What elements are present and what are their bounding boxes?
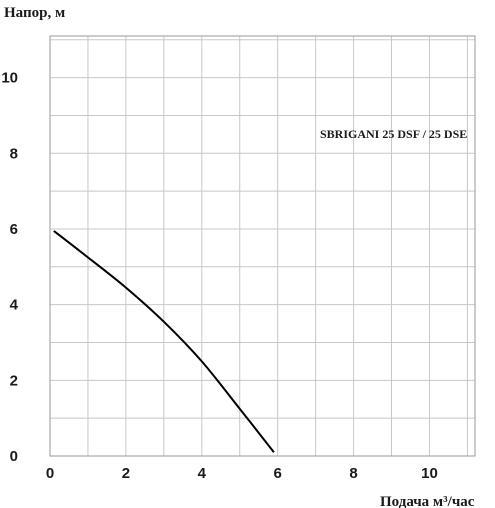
x-tick-label: 2	[122, 465, 130, 482]
x-tick-label: 6	[274, 465, 282, 482]
x-tick-label: 10	[421, 465, 438, 482]
x-tick-label: 0	[46, 465, 54, 482]
pump-model-annotation: SBRIGANI 25 DSF / 25 DSE	[320, 127, 467, 141]
y-tick-label: 4	[10, 297, 19, 314]
tick-layer: 0 2 4 6 8 10 0 2 4 6 8 10	[1, 70, 437, 482]
x-axis-label: Подача м³/час	[380, 494, 475, 508]
y-tick-label: 2	[10, 372, 18, 389]
y-tick-label: 10	[1, 70, 18, 87]
pump-curve-line	[53, 230, 275, 453]
x-tick-label: 4	[198, 465, 207, 482]
y-tick-label: 0	[10, 448, 18, 465]
curve-layer	[53, 230, 275, 453]
y-tick-label: 6	[10, 221, 18, 238]
x-tick-label: 8	[349, 465, 357, 482]
plot-frame	[49, 35, 476, 457]
grid-layer	[50, 36, 475, 456]
y-tick-label: 8	[10, 145, 18, 162]
y-axis-label: Напор, м	[4, 5, 65, 21]
